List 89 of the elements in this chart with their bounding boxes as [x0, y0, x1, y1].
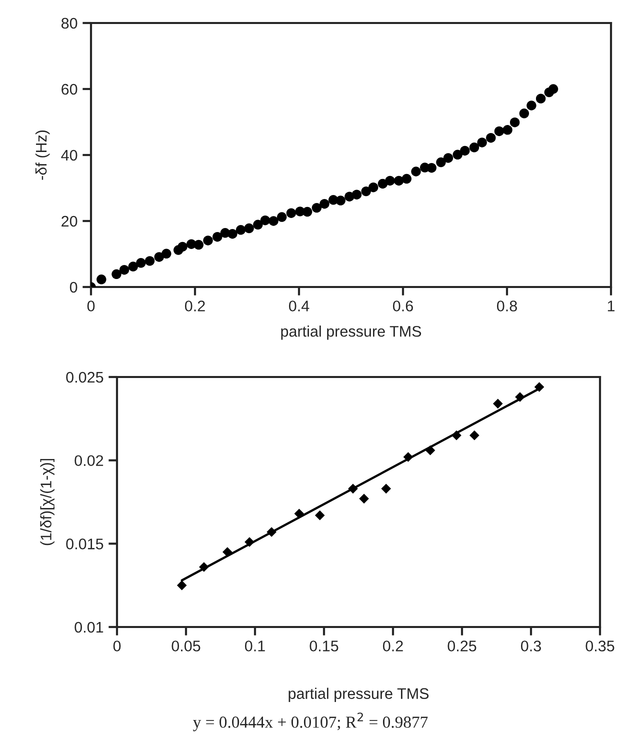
point: [381, 484, 392, 494]
point: [403, 452, 414, 462]
point: [260, 215, 270, 226]
point: [244, 223, 254, 234]
point: [212, 232, 222, 242]
point: [228, 229, 238, 239]
point: [515, 392, 525, 402]
point: [348, 484, 358, 494]
point: [320, 198, 330, 209]
point: [494, 126, 504, 136]
point: [144, 256, 155, 266]
point: [486, 132, 496, 143]
point: [526, 100, 536, 110]
point: [302, 206, 312, 217]
y-tick-label: 20: [62, 216, 78, 227]
point: [394, 176, 404, 186]
y-axis-title: (1/δf)[χ/(1-χ)]: [40, 458, 54, 546]
point: [244, 537, 254, 547]
point: [359, 494, 369, 504]
y-tick-label: 60: [62, 84, 78, 95]
point: [425, 445, 436, 456]
x-tick-label: 0.05: [172, 640, 200, 652]
point: [162, 248, 172, 259]
point: [460, 146, 470, 156]
x-tick-label: 0: [113, 640, 121, 652]
point: [199, 562, 209, 572]
point: [452, 430, 462, 440]
point: [194, 240, 204, 250]
x-axis-title: partial pressure TMS: [281, 326, 422, 340]
x-tick-label: 0.2: [382, 640, 403, 652]
point: [443, 153, 454, 163]
y-tick-label: 40: [61, 150, 78, 161]
point: [548, 84, 558, 94]
point: [314, 510, 325, 520]
point: [112, 269, 122, 279]
y-axis-title: -δf (Hz): [35, 130, 50, 180]
point: [519, 108, 530, 118]
point: [312, 202, 322, 213]
point: [253, 220, 263, 230]
point: [502, 125, 512, 135]
text: y = 0.0444x + 0.0107; R$^{2}$ = 0.9877: [193, 712, 428, 732]
y-tick-label: 0.01: [74, 622, 104, 633]
point: [534, 382, 544, 392]
point: [352, 190, 362, 200]
y-tick-label: 0.015: [66, 538, 104, 550]
point: [222, 547, 232, 557]
point: [286, 208, 296, 218]
point: [452, 150, 462, 160]
point: [361, 186, 371, 196]
point: [426, 163, 436, 173]
x-tick-label: 0.1: [244, 640, 265, 652]
y-tick-label: 0.02: [74, 455, 104, 466]
point: [203, 236, 213, 246]
x-tick-label: 0.3: [520, 640, 541, 652]
point: [411, 166, 421, 176]
x-tick-label: 0.25: [448, 640, 476, 652]
x-tick-label: 0.8: [496, 300, 517, 312]
point: [294, 508, 304, 519]
x-tick-label: 0.35: [586, 640, 614, 652]
point: [336, 196, 346, 206]
point: [492, 398, 503, 409]
y-tick-label: 80: [61, 18, 78, 29]
point: [276, 212, 287, 222]
point: [536, 94, 546, 104]
point: [402, 174, 412, 184]
point: [119, 264, 130, 275]
y-tick-label: 0.025: [66, 372, 104, 383]
y-tick-label: 0: [70, 282, 78, 293]
point: [136, 258, 146, 268]
point: [469, 142, 480, 152]
x-tick-label: 0.4: [288, 300, 310, 312]
point: [178, 242, 188, 252]
x-tick-label: 0.15: [310, 640, 338, 652]
point: [266, 527, 276, 537]
point: [96, 274, 106, 284]
x-tick-label: 0.2: [184, 300, 205, 312]
x-tick-label: 0.6: [392, 300, 413, 312]
point: [128, 262, 138, 272]
point: [436, 157, 446, 168]
point: [368, 182, 378, 192]
point: [236, 225, 246, 235]
point: [385, 176, 395, 186]
point: [477, 138, 487, 148]
point: [470, 430, 480, 440]
point: [176, 580, 187, 590]
point: [510, 117, 520, 128]
x-axis-title: partial pressure TMS: [288, 688, 429, 702]
x-tick-label: 1: [608, 300, 615, 312]
point: [268, 216, 278, 226]
